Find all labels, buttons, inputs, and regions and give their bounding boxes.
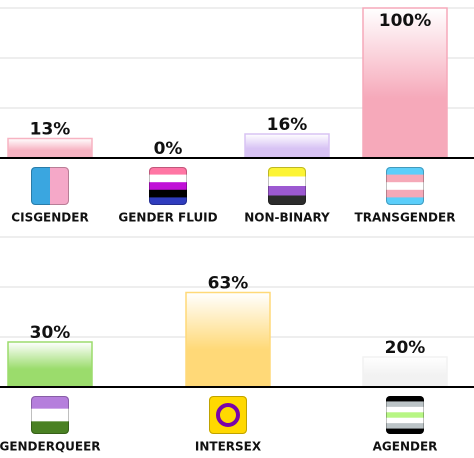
flag-icon (149, 167, 187, 205)
value-label: 30% (30, 323, 71, 343)
value-label: 20% (385, 338, 426, 358)
bar (362, 7, 448, 159)
value-label: 63% (208, 274, 249, 294)
category-label: NON-BINARY (244, 211, 330, 225)
flag-stripe (386, 401, 424, 408)
flag-body (149, 167, 187, 205)
flag-border (149, 167, 187, 205)
bar (7, 137, 93, 159)
flag-body (268, 167, 306, 205)
bar (362, 356, 448, 388)
category-label: INTERSEX (195, 440, 262, 454)
flag-border (31, 396, 69, 434)
flag-border (209, 396, 247, 434)
flag-icon (31, 396, 69, 434)
flag-stripe (386, 182, 424, 191)
category-label: CISGENDER (11, 211, 88, 225)
flag-body (209, 396, 247, 434)
flag-icon (386, 396, 424, 434)
flag-stripe (386, 412, 424, 419)
flag-stripe (386, 197, 424, 205)
category-label: GENDER FLUID (118, 211, 217, 225)
flag-stripe (386, 406, 424, 413)
flag-bg (209, 396, 247, 434)
flag-icon (386, 167, 424, 205)
flag-stripe (386, 428, 424, 434)
flag-stripe (31, 408, 69, 422)
flag-stripe (149, 182, 187, 191)
flag-stripe (50, 167, 69, 205)
flag-stripe (386, 174, 424, 183)
flag-body (386, 167, 424, 205)
flag-stripe (31, 396, 69, 410)
flag-stripe (149, 189, 187, 198)
value-label: 100% (379, 11, 432, 31)
flag-icon (31, 167, 69, 205)
flag-border (386, 167, 424, 205)
flag-body (31, 396, 69, 434)
flag-border (31, 167, 69, 205)
flag-border (268, 167, 306, 205)
flag-body (31, 167, 69, 205)
value-label: 16% (267, 115, 308, 135)
flag-stripe (386, 189, 424, 198)
value-label: 0% (154, 139, 183, 159)
flag-stripe (268, 186, 306, 196)
flag-body (386, 396, 424, 434)
flag-ring (216, 403, 240, 427)
flag-icon (268, 167, 306, 205)
flag-stripe (149, 167, 187, 176)
flag-stripe (268, 176, 306, 187)
value-label: 13% (30, 120, 71, 140)
category-label: AGENDER (373, 440, 438, 454)
flag-stripe (149, 174, 187, 183)
flag-border (386, 396, 424, 434)
bar (185, 291, 271, 388)
flag-stripe (149, 197, 187, 205)
flag-stripe (386, 417, 424, 424)
flag-stripe (268, 195, 306, 205)
flag-stripe (386, 396, 424, 402)
flag-stripe (386, 423, 424, 430)
category-label: GENDERQUEER (0, 440, 101, 454)
bar (244, 133, 330, 159)
category-label: TRANSGENDER (355, 211, 456, 225)
flag-stripe (31, 167, 50, 205)
flag-stripe (31, 421, 69, 434)
flag-stripe (386, 167, 424, 176)
bar (7, 341, 93, 388)
flag-icon (209, 396, 247, 434)
flag-stripe (268, 167, 306, 177)
